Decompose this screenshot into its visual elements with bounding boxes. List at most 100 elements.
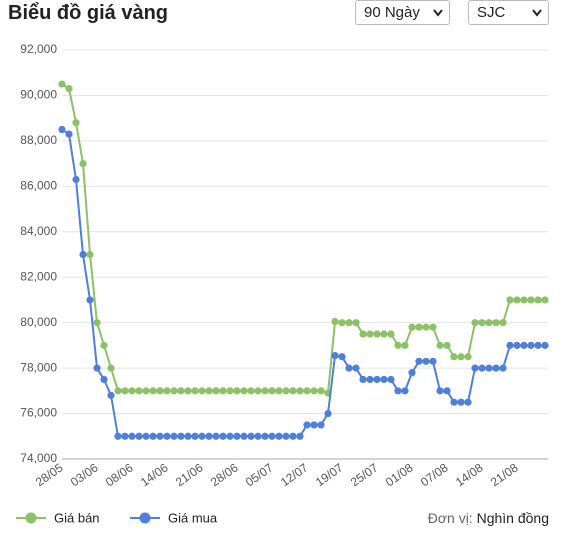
point	[93, 364, 101, 372]
point	[443, 341, 451, 349]
point	[443, 387, 451, 395]
point	[352, 364, 360, 372]
point	[128, 432, 136, 440]
point	[128, 387, 136, 395]
point	[366, 375, 374, 384]
point	[240, 387, 248, 395]
point	[422, 323, 430, 331]
point	[177, 432, 185, 440]
series-line	[61, 83, 545, 395]
point	[310, 421, 318, 429]
point	[492, 319, 500, 327]
point	[541, 296, 549, 304]
point	[86, 296, 94, 304]
point	[457, 398, 465, 406]
legend-item: Giá mua	[130, 510, 218, 525]
point	[79, 250, 87, 259]
point	[415, 323, 423, 331]
point	[254, 432, 262, 440]
y-tick-label: 88,000	[20, 133, 57, 147]
point	[513, 296, 521, 304]
point	[142, 387, 150, 395]
x-tick-label: 05/07	[243, 460, 276, 489]
point	[492, 364, 500, 372]
point	[296, 387, 304, 395]
point	[387, 375, 395, 384]
brand-select[interactable]: SJC	[468, 0, 549, 25]
point	[93, 319, 101, 327]
brand-value: SJC	[477, 4, 506, 21]
point	[541, 341, 549, 349]
point	[436, 341, 444, 349]
point	[359, 330, 367, 338]
point	[506, 296, 514, 304]
point	[212, 387, 220, 395]
legend-label: Giá bán	[54, 510, 100, 525]
point	[317, 387, 325, 395]
point	[324, 409, 332, 418]
point	[366, 330, 374, 338]
x-tick-label: 21/08	[488, 460, 521, 489]
y-tick-label: 84,000	[20, 224, 57, 238]
point	[163, 432, 171, 440]
point	[205, 387, 213, 395]
point	[198, 387, 206, 395]
point	[261, 387, 269, 395]
point	[338, 319, 346, 327]
point	[254, 387, 262, 395]
point	[401, 341, 409, 349]
point	[401, 387, 409, 395]
point	[450, 353, 458, 361]
x-tick-label: 01/08	[383, 460, 416, 489]
point	[534, 341, 542, 349]
point	[373, 330, 381, 338]
point	[450, 398, 458, 406]
chevron	[532, 9, 542, 17]
point	[289, 387, 297, 395]
point	[107, 391, 115, 399]
point	[520, 341, 528, 349]
point	[527, 296, 535, 304]
y-tick-label: 76,000	[20, 406, 57, 420]
point	[226, 387, 234, 395]
point	[275, 387, 283, 395]
x-tick-label: 08/06	[103, 460, 136, 489]
point	[394, 341, 402, 349]
point	[408, 369, 416, 377]
point	[331, 352, 339, 360]
point	[478, 364, 486, 372]
x-tick-label: 03/06	[68, 460, 101, 489]
point	[65, 85, 73, 93]
point	[345, 364, 353, 372]
point	[149, 432, 157, 440]
y-tick-label: 90,000	[20, 88, 57, 102]
unit-note: Đơn vị: Nghìn đồng	[428, 510, 549, 526]
point	[268, 432, 276, 440]
period-value: 90 Ngày	[364, 4, 420, 21]
x-tick-label: 19/07	[313, 460, 346, 489]
point	[499, 319, 507, 327]
period-select[interactable]: 90 Ngày	[355, 0, 450, 25]
point	[268, 387, 276, 395]
point	[282, 387, 290, 395]
point	[170, 387, 178, 395]
point	[184, 387, 192, 395]
point	[156, 432, 164, 440]
point	[107, 364, 115, 372]
point	[219, 387, 227, 395]
point	[471, 364, 479, 372]
point	[198, 432, 206, 440]
point	[527, 341, 535, 349]
point	[121, 432, 129, 440]
point	[345, 319, 353, 327]
point	[72, 175, 80, 184]
x-tick-label: 14/08	[453, 460, 486, 489]
x-tick-label: 21/06	[173, 460, 206, 489]
title: Biểu đồ giá vàng	[8, 2, 169, 24]
legend-marker	[25, 512, 37, 524]
point	[191, 432, 199, 440]
point	[247, 432, 255, 440]
unit-label: Đơn vị:	[427, 510, 473, 526]
point	[86, 250, 94, 259]
